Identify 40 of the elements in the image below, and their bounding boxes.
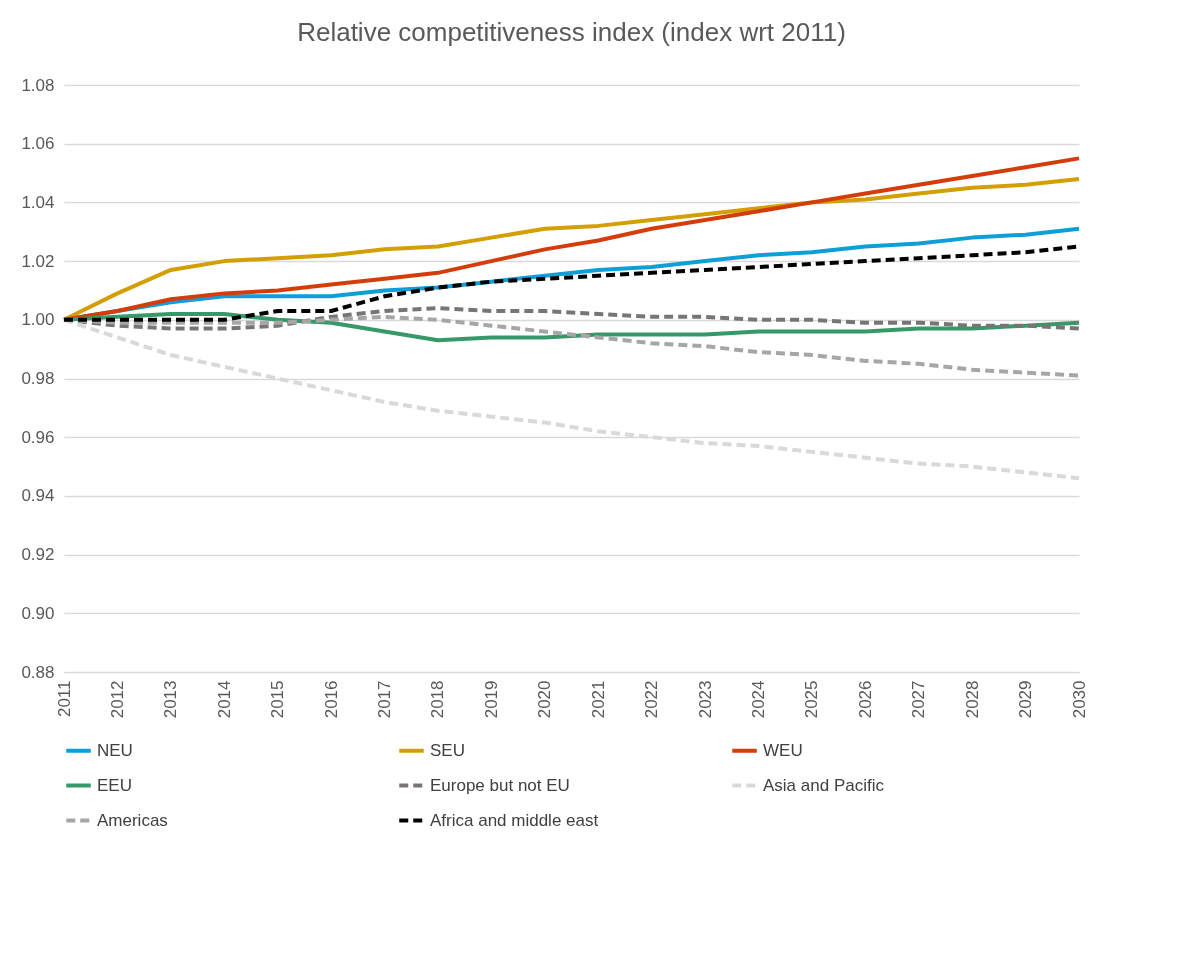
- x-tick-label: 2011: [54, 680, 74, 718]
- x-tick-label: 2022: [642, 680, 662, 719]
- y-tick-label: 0.98: [21, 369, 55, 388]
- legend-label: Asia and Pacific: [763, 775, 885, 795]
- x-tick-label: 2025: [802, 680, 822, 719]
- x-tick-label: 2012: [107, 680, 127, 719]
- x-tick-label: 2024: [748, 680, 768, 719]
- legend-label: EEU: [97, 775, 132, 795]
- y-tick-label: 0.92: [21, 545, 55, 565]
- x-tick-label: 2020: [535, 680, 555, 719]
- x-tick-label: 2030: [1069, 680, 1089, 719]
- x-tick-label: 2028: [962, 680, 982, 719]
- x-tick-label: 2023: [695, 680, 715, 719]
- x-tick-label: 2013: [161, 680, 181, 719]
- y-tick-label: 1.04: [21, 192, 55, 212]
- x-tick-label: 2015: [268, 680, 288, 719]
- y-tick-label: 0.96: [21, 427, 55, 447]
- x-tick-label: 2014: [214, 680, 234, 719]
- x-tick-label: 2018: [428, 680, 448, 719]
- legend-label: Americas: [97, 810, 168, 830]
- x-tick-label: 2026: [855, 680, 875, 719]
- legend-label: WEU: [763, 740, 803, 760]
- y-tick-label: 1.02: [21, 251, 55, 271]
- y-tick-label: 1.06: [21, 134, 55, 154]
- x-tick-label: 2021: [588, 680, 608, 719]
- legend-label: SEU: [430, 740, 465, 760]
- y-tick-label: 0.88: [21, 662, 55, 682]
- y-tick-label: 0.94: [21, 486, 55, 506]
- legend-label: Europe but not EU: [430, 775, 570, 795]
- x-tick-label: 2016: [321, 680, 341, 719]
- x-tick-label: 2017: [375, 680, 395, 719]
- x-tick-label: 2029: [1016, 680, 1036, 719]
- legend-label: NEU: [97, 740, 133, 760]
- chart-title: Relative competitiveness index (index wrt 2011): [297, 17, 846, 47]
- y-tick-label: 0.90: [21, 603, 55, 623]
- y-tick-label: 1.08: [21, 75, 55, 95]
- x-tick-label: 2027: [909, 680, 929, 719]
- x-tick-label: 2019: [481, 680, 501, 719]
- y-tick-label: 1.00: [21, 310, 55, 330]
- legend-label: Africa and middle east: [430, 810, 599, 830]
